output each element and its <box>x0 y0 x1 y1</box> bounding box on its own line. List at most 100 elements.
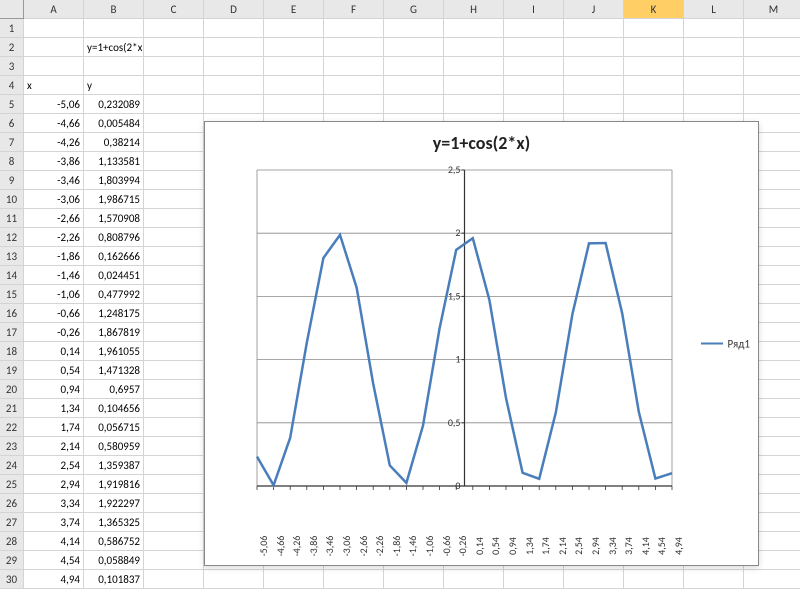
cell-G5[interactable] <box>384 95 444 114</box>
cell-D5[interactable] <box>204 95 264 114</box>
cell-A5[interactable]: -5,06 <box>24 95 84 114</box>
row-header-29[interactable]: 29 <box>0 551 24 570</box>
row-header-27[interactable]: 27 <box>0 513 24 532</box>
cell-B19[interactable]: 1,471328 <box>84 361 144 380</box>
cell-C8[interactable] <box>144 152 204 171</box>
cell-F5[interactable] <box>324 95 384 114</box>
cell-G30[interactable] <box>384 570 444 589</box>
cell-C19[interactable] <box>144 361 204 380</box>
cell-I1[interactable] <box>504 19 564 38</box>
col-header-I[interactable]: I <box>504 0 564 19</box>
cell-D2[interactable] <box>204 38 264 57</box>
cell-A19[interactable]: 0,54 <box>24 361 84 380</box>
cell-B27[interactable]: 1,365325 <box>84 513 144 532</box>
cell-B4[interactable]: y <box>84 76 144 95</box>
cell-A1[interactable] <box>24 19 84 38</box>
row-header-20[interactable]: 20 <box>0 380 24 399</box>
cell-M1[interactable] <box>744 19 800 38</box>
cell-I2[interactable] <box>504 38 564 57</box>
cell-A9[interactable]: -3,46 <box>24 171 84 190</box>
col-header-C[interactable]: C <box>144 0 204 19</box>
cell-G1[interactable] <box>384 19 444 38</box>
cell-A20[interactable]: 0,94 <box>24 380 84 399</box>
cell-C12[interactable] <box>144 228 204 247</box>
row-header-24[interactable]: 24 <box>0 456 24 475</box>
cell-C15[interactable] <box>144 285 204 304</box>
cell-D4[interactable] <box>204 76 264 95</box>
row-header-2[interactable]: 2 <box>0 38 24 57</box>
cell-A4[interactable]: x <box>24 76 84 95</box>
row-header-8[interactable]: 8 <box>0 152 24 171</box>
cell-F3[interactable] <box>324 57 384 76</box>
cell-A7[interactable]: -4,26 <box>24 133 84 152</box>
row-header-19[interactable]: 19 <box>0 361 24 380</box>
col-header-A[interactable]: A <box>24 0 84 19</box>
cell-B17[interactable]: 1,867819 <box>84 323 144 342</box>
cell-C4[interactable] <box>144 76 204 95</box>
row-header-26[interactable]: 26 <box>0 494 24 513</box>
cell-I4[interactable] <box>504 76 564 95</box>
cell-J1[interactable] <box>564 19 624 38</box>
cell-H3[interactable] <box>444 57 504 76</box>
cell-H1[interactable] <box>444 19 504 38</box>
col-header-M[interactable]: M <box>744 0 800 19</box>
row-header-11[interactable]: 11 <box>0 209 24 228</box>
cell-B3[interactable] <box>84 57 144 76</box>
cell-A11[interactable]: -2,66 <box>24 209 84 228</box>
cell-H30[interactable] <box>444 570 504 589</box>
cell-K4[interactable] <box>624 76 684 95</box>
cell-A3[interactable] <box>24 57 84 76</box>
cell-A27[interactable]: 3,74 <box>24 513 84 532</box>
cell-C2[interactable] <box>144 38 204 57</box>
cell-K3[interactable] <box>624 57 684 76</box>
col-header-D[interactable]: D <box>204 0 264 19</box>
cell-M4[interactable] <box>744 76 800 95</box>
cell-E1[interactable] <box>264 19 324 38</box>
cell-H4[interactable] <box>444 76 504 95</box>
row-header-25[interactable]: 25 <box>0 475 24 494</box>
row-header-1[interactable]: 1 <box>0 19 24 38</box>
cell-A30[interactable]: 4,94 <box>24 570 84 589</box>
cell-M30[interactable] <box>744 570 800 589</box>
cell-L4[interactable] <box>684 76 744 95</box>
cell-D3[interactable] <box>204 57 264 76</box>
cell-A16[interactable]: -0,66 <box>24 304 84 323</box>
cell-I30[interactable] <box>504 570 564 589</box>
cell-B5[interactable]: 0,232089 <box>84 95 144 114</box>
cell-C7[interactable] <box>144 133 204 152</box>
row-header-15[interactable]: 15 <box>0 285 24 304</box>
cell-C20[interactable] <box>144 380 204 399</box>
cell-A29[interactable]: 4,54 <box>24 551 84 570</box>
cell-C9[interactable] <box>144 171 204 190</box>
cell-L1[interactable] <box>684 19 744 38</box>
cell-B7[interactable]: 0,38214 <box>84 133 144 152</box>
cell-B26[interactable]: 1,922297 <box>84 494 144 513</box>
cell-G3[interactable] <box>384 57 444 76</box>
cell-E5[interactable] <box>264 95 324 114</box>
cell-L30[interactable] <box>684 570 744 589</box>
cell-I3[interactable] <box>504 57 564 76</box>
cell-C21[interactable] <box>144 399 204 418</box>
cell-B10[interactable]: 1,986715 <box>84 190 144 209</box>
row-header-28[interactable]: 28 <box>0 532 24 551</box>
cell-K5[interactable] <box>624 95 684 114</box>
cell-B16[interactable]: 1,248175 <box>84 304 144 323</box>
cell-L2[interactable] <box>684 38 744 57</box>
cell-A21[interactable]: 1,34 <box>24 399 84 418</box>
cell-B13[interactable]: 0,162666 <box>84 247 144 266</box>
cell-J30[interactable] <box>564 570 624 589</box>
cell-B1[interactable] <box>84 19 144 38</box>
cell-A14[interactable]: -1,46 <box>24 266 84 285</box>
cell-B2[interactable]: y=1+cos(2*x) <box>84 38 144 57</box>
cell-B18[interactable]: 1,961055 <box>84 342 144 361</box>
cell-A12[interactable]: -2,26 <box>24 228 84 247</box>
cell-B15[interactable]: 0,477992 <box>84 285 144 304</box>
row-header-16[interactable]: 16 <box>0 304 24 323</box>
cell-A28[interactable]: 4,14 <box>24 532 84 551</box>
col-header-G[interactable]: G <box>384 0 444 19</box>
col-header-K[interactable]: K <box>624 0 684 19</box>
row-header-4[interactable]: 4 <box>0 76 24 95</box>
cell-E30[interactable] <box>264 570 324 589</box>
cell-B25[interactable]: 1,919816 <box>84 475 144 494</box>
cell-B28[interactable]: 0,586752 <box>84 532 144 551</box>
